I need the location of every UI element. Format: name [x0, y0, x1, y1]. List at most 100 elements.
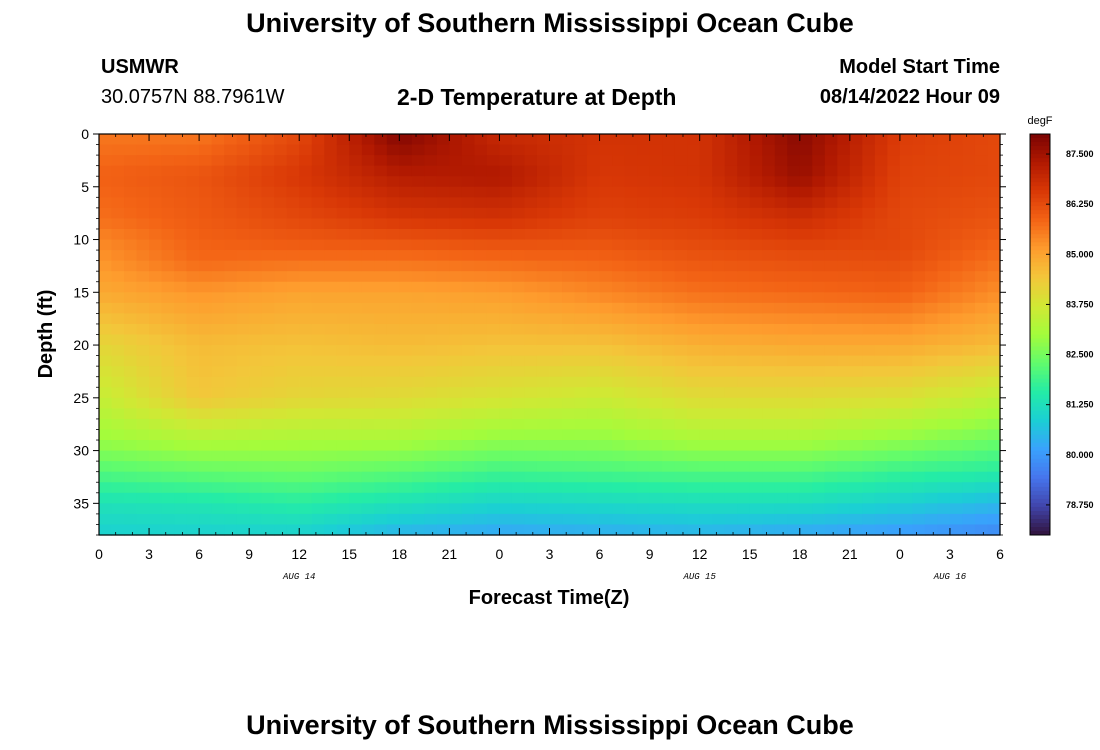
heatmap-cell: [111, 503, 125, 515]
heatmap-cell: [649, 281, 663, 293]
heatmap-cell: [199, 155, 213, 167]
heatmap-cell: [612, 313, 626, 325]
heatmap-cell: [236, 397, 250, 409]
heatmap-cell: [411, 345, 425, 357]
heatmap-cell: [261, 292, 275, 304]
heatmap-cell: [236, 197, 250, 209]
heatmap-cell: [124, 155, 138, 167]
heatmap-cell: [524, 376, 538, 388]
heatmap-cell: [474, 134, 488, 146]
heatmap-cell: [674, 397, 688, 409]
heatmap-cell: [336, 271, 350, 283]
heatmap-cell: [974, 165, 989, 177]
heatmap-cell: [699, 376, 713, 388]
date-label: AUG 15: [682, 572, 716, 582]
heatmap-cell: [849, 366, 863, 378]
heatmap-cell: [762, 176, 776, 188]
heatmap-cell: [662, 471, 676, 483]
heatmap-cell: [111, 313, 125, 325]
heatmap-cell: [211, 281, 225, 293]
heatmap-cell: [111, 134, 125, 146]
heatmap-cell: [837, 450, 851, 462]
heatmap-cell: [524, 313, 538, 325]
heatmap-cell: [749, 429, 763, 441]
heatmap-cell: [687, 387, 701, 399]
heatmap-cell: [787, 345, 801, 357]
heatmap-cell: [124, 334, 138, 346]
heatmap-cell: [724, 260, 738, 272]
heatmap-cell: [149, 429, 163, 441]
heatmap-cell: [399, 176, 413, 188]
heatmap-cell: [311, 323, 325, 336]
heatmap-cell: [649, 313, 663, 325]
heatmap-cell: [399, 366, 413, 378]
heatmap-cell: [712, 323, 726, 336]
heatmap-cell: [824, 387, 838, 399]
heatmap-cell: [612, 461, 626, 473]
heatmap-cell: [299, 418, 313, 431]
heatmap-cell: [349, 186, 363, 198]
heatmap-cell: [336, 197, 350, 209]
heatmap-cell: [311, 418, 325, 431]
heatmap-cell: [349, 345, 363, 357]
heatmap-cell: [587, 345, 601, 357]
heatmap-cell: [161, 440, 175, 452]
heatmap-cell: [899, 176, 913, 188]
heatmap-cell: [461, 207, 476, 220]
heatmap-cell: [361, 482, 375, 494]
heatmap-cell: [236, 165, 250, 177]
heatmap-cell: [124, 144, 138, 156]
heatmap-cell: [424, 281, 438, 293]
heatmap-cell: [449, 271, 463, 283]
heatmap-cell: [386, 302, 400, 314]
heatmap-cell: [549, 155, 563, 167]
heatmap-cell: [399, 397, 413, 409]
heatmap-cell: [274, 250, 288, 262]
heatmap-cell: [749, 313, 763, 325]
heatmap-cell: [224, 228, 238, 241]
heatmap-cell: [812, 450, 826, 462]
heatmap-cell: [499, 155, 513, 167]
heatmap-cell: [812, 302, 826, 314]
heatmap-cell: [662, 482, 676, 494]
heatmap-cell: [211, 207, 225, 220]
heatmap-cell: [349, 155, 363, 167]
heatmap-cell: [574, 218, 588, 230]
heatmap-cell: [874, 429, 888, 441]
heatmap-cell: [849, 397, 863, 409]
heatmap-cell: [386, 471, 400, 483]
heatmap-cell: [774, 186, 788, 198]
heatmap-cell: [887, 471, 901, 483]
heatmap-cell: [149, 281, 163, 293]
heatmap-cell: [662, 387, 676, 399]
heatmap-cell: [774, 197, 788, 209]
heatmap-cell: [849, 503, 863, 515]
heatmap-cell: [136, 302, 150, 314]
heatmap-cell: [274, 524, 288, 536]
heatmap-cell: [574, 134, 588, 146]
heatmap-cell: [887, 134, 901, 146]
heatmap-cell: [361, 281, 375, 293]
heatmap-cell: [449, 376, 463, 388]
heatmap-cell: [974, 376, 989, 388]
heatmap-cell: [712, 144, 726, 156]
heatmap-cell: [612, 323, 626, 336]
heatmap-cell: [612, 408, 626, 420]
heatmap-cell: [937, 355, 951, 367]
heatmap-cell: [749, 492, 763, 504]
heatmap-cell: [662, 281, 676, 293]
heatmap-cell: [399, 302, 413, 314]
heatmap-cell: [724, 482, 738, 494]
heatmap-cell: [524, 440, 538, 452]
heatmap-cell: [224, 376, 238, 388]
date-label: AUG 16: [933, 572, 967, 582]
heatmap-cell: [787, 366, 801, 378]
heatmap-cell: [924, 186, 939, 198]
heatmap-cell: [361, 345, 375, 357]
heatmap-cell: [311, 334, 325, 346]
heatmap-cell: [787, 260, 801, 272]
heatmap-cell: [499, 492, 513, 504]
heatmap-cell: [674, 366, 688, 378]
heatmap-cell: [762, 144, 776, 156]
heatmap-cell: [136, 334, 150, 346]
